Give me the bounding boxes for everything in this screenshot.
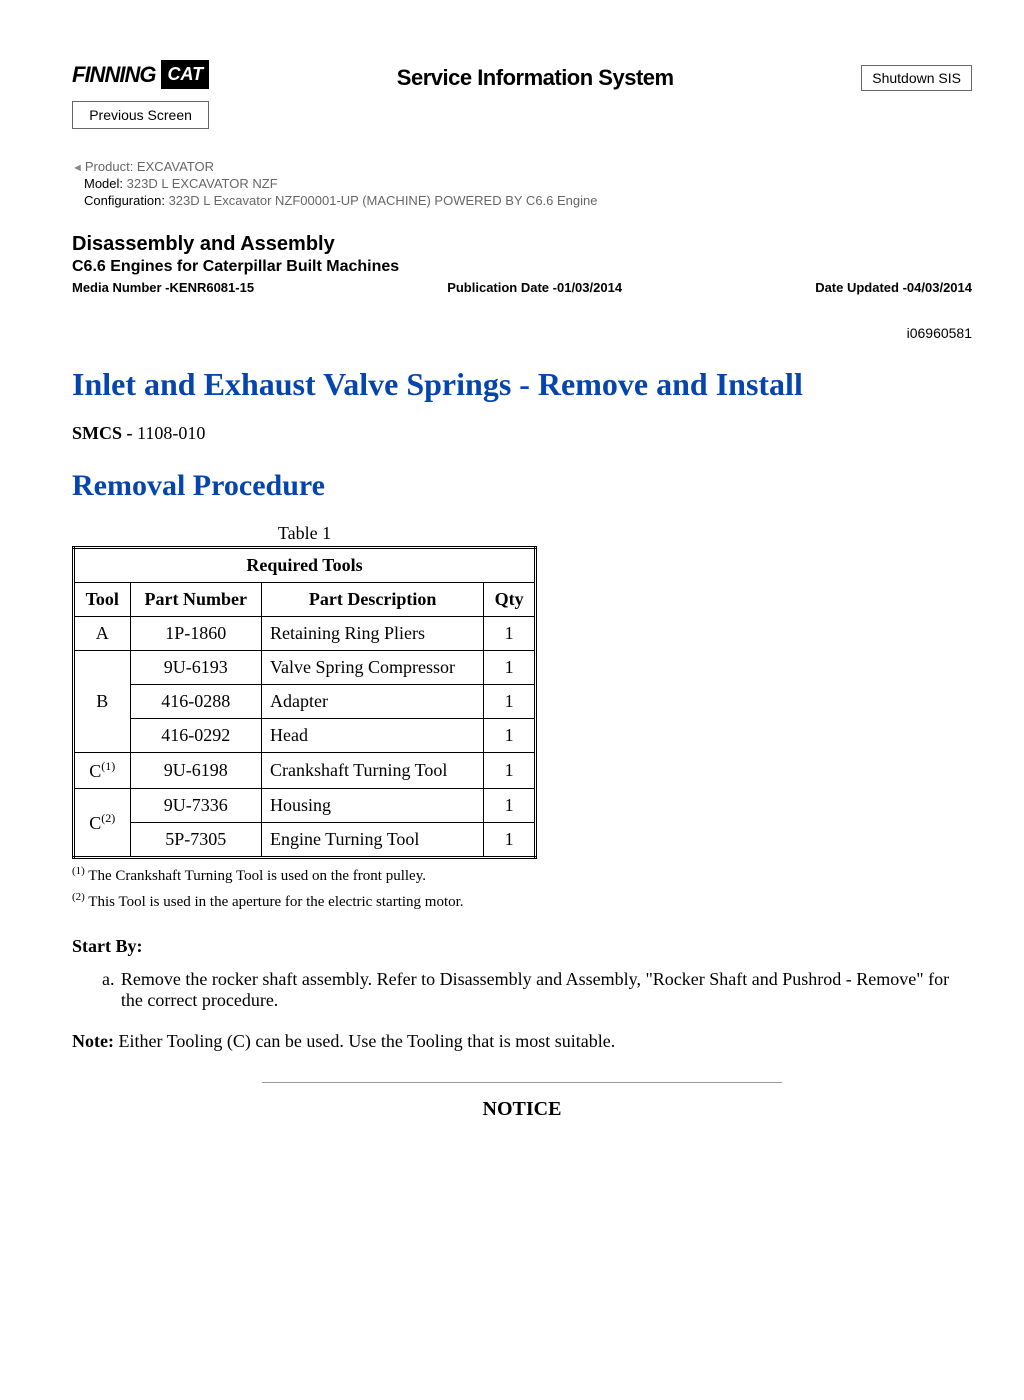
logo: FINNING CAT [72, 60, 209, 89]
list-marker: a. [102, 969, 121, 1011]
required-tools-table: Required Tools Tool Part Number Part Des… [72, 546, 537, 859]
config-value: 323D L Excavator NZF00001-UP (MACHINE) P… [165, 193, 598, 208]
publication-date: Publication Date -01/03/2014 [447, 280, 622, 295]
model-label: Model: [84, 176, 123, 191]
table-row: C(1) 9U-6198 Crankshaft Turning Tool 1 [74, 753, 536, 789]
col-partdesc: Part Description [262, 583, 484, 617]
list-item: a. Remove the rocker shaft assembly. Ref… [102, 969, 972, 1011]
sub-heading: Removal Procedure [72, 469, 972, 503]
date-updated: Date Updated -04/03/2014 [815, 280, 972, 295]
smcs-value: 1108-010 [137, 423, 205, 443]
table-row: 416-0288 Adapter 1 [74, 685, 536, 719]
table-header: Required Tools [74, 548, 536, 583]
footnote-2: (2) This Tool is used in the aperture fo… [72, 891, 972, 911]
config-label: Configuration: [84, 193, 165, 208]
col-partnumber: Part Number [130, 583, 261, 617]
product-label: Product: [85, 159, 133, 174]
subtitle: C6.6 Engines for Caterpillar Built Machi… [72, 258, 972, 276]
previous-screen-button[interactable]: Previous Screen [72, 101, 209, 129]
start-by-heading: Start By: [72, 936, 972, 957]
footnote-1: (1) The Crankshaft Turning Tool is used … [72, 865, 972, 885]
back-arrow-icon[interactable]: ◄ [72, 162, 83, 174]
main-heading: Inlet and Exhaust Valve Springs - Remove… [72, 366, 972, 403]
notice-heading: NOTICE [72, 1098, 972, 1121]
product-value: EXCAVATOR [133, 159, 214, 174]
table-row: 416-0292 Head 1 [74, 719, 536, 753]
note: Note: Either Tooling (C) can be used. Us… [72, 1031, 972, 1052]
shutdown-sis-button[interactable]: Shutdown SIS [861, 65, 972, 91]
publication-info-row: Media Number -KENR6081-15 Publication Da… [72, 280, 972, 295]
table-row: B 9U-6193 Valve Spring Compressor 1 [74, 651, 536, 685]
logo-text: FINNING [72, 62, 155, 88]
table-row: 5P-7305 Engine Turning Tool 1 [74, 823, 536, 858]
smcs-label: SMCS - [72, 423, 137, 443]
divider [262, 1082, 782, 1083]
sis-title: Service Information System [397, 65, 674, 91]
media-number: Media Number -KENR6081-15 [72, 280, 254, 295]
start-by-list: a. Remove the rocker shaft assembly. Ref… [102, 969, 972, 1011]
note-label: Note: [72, 1031, 118, 1051]
smcs-code: SMCS - 1108-010 [72, 423, 972, 444]
table-caption: Table 1 [72, 523, 537, 544]
col-qty: Qty [484, 583, 536, 617]
col-tool: Tool [74, 583, 131, 617]
model-value: 323D L EXCAVATOR NZF [123, 176, 278, 191]
note-text: Either Tooling (C) can be used. Use the … [118, 1031, 615, 1051]
table-row: A 1P-1860 Retaining Ring Pliers 1 [74, 617, 536, 651]
doc-id: i06960581 [72, 325, 972, 341]
metadata-block: ◄Product: EXCAVATOR Model: 323D L EXCAVA… [72, 159, 972, 208]
list-text: Remove the rocker shaft assembly. Refer … [121, 969, 972, 1011]
logo-cat-badge: CAT [161, 60, 209, 89]
section-title: Disassembly and Assembly [72, 233, 972, 256]
table-row: C(2) 9U-7336 Housing 1 [74, 789, 536, 823]
